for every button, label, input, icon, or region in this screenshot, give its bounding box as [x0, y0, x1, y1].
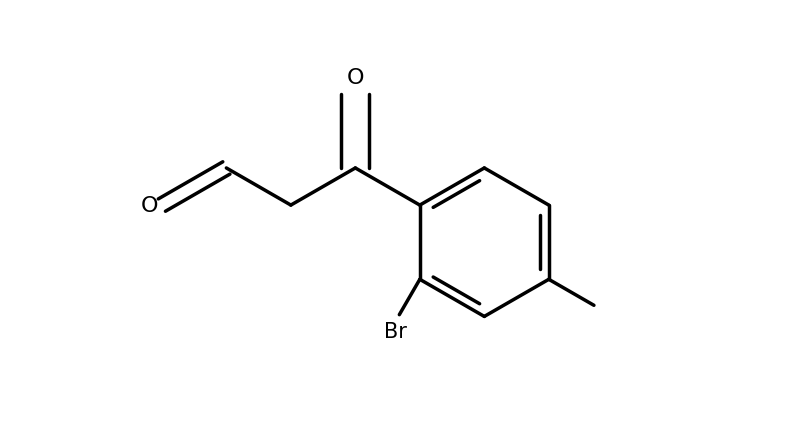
Text: O: O [347, 68, 364, 88]
Text: O: O [140, 196, 158, 216]
Text: Br: Br [384, 321, 407, 341]
